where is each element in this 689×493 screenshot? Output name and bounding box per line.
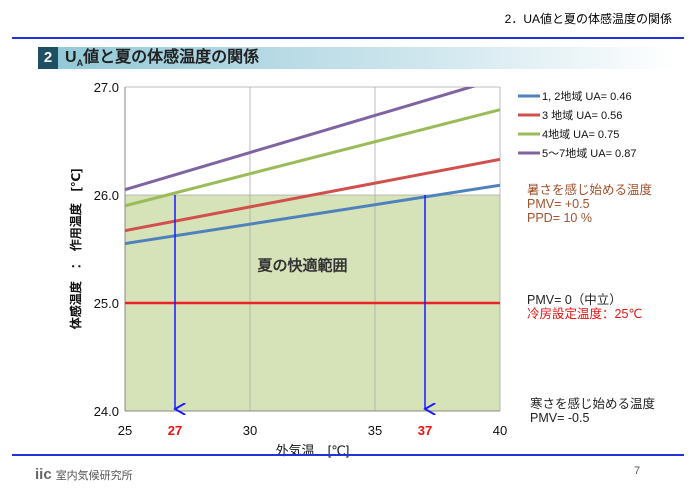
legend-label-3: 5～7地域 UA= 0.87	[542, 147, 636, 160]
page-number: 7	[634, 465, 641, 477]
bottom-divider	[12, 454, 684, 456]
series-line-2	[125, 108, 500, 208]
x-tick-label: 30	[243, 423, 257, 438]
y-tick-label: 25.0	[94, 296, 119, 311]
highlight-tick-label: 37	[418, 423, 432, 438]
legend-label-1: 3 地域 UA= 0.56	[542, 109, 622, 122]
series-line-3	[125, 87, 477, 192]
hot-pmv: PMV= +0.5	[527, 197, 590, 211]
hot-annotation: 暑さを感じ始める温度 PMV= +0.5 PPD= 10 %	[527, 183, 652, 225]
y-tick-label: 27.0	[94, 80, 119, 95]
top-divider	[12, 37, 684, 39]
x-tick-label: 40	[493, 423, 507, 438]
cooling-setpoint: 冷房設定温度：25℃	[527, 307, 643, 321]
org-name: 室内気候研究所	[55, 470, 133, 482]
series-line-1	[125, 157, 500, 233]
highlight-tick-label: 27	[168, 423, 182, 438]
page-title: UA値と夏の体感温度の関係	[65, 48, 259, 73]
cold-annotation: 寒さを感じ始める温度 PMV= -0.5	[530, 397, 655, 425]
legend-label-2: 4地域 UA= 0.75	[542, 128, 619, 141]
section-number: 2	[38, 47, 58, 69]
hot-ppd: PPD= 10 %	[527, 211, 592, 225]
x-tick-label: 35	[368, 423, 382, 438]
logo: iic	[35, 466, 52, 483]
footer-org: iic 室内気候研究所	[35, 466, 133, 483]
title-prefix: U	[65, 49, 77, 66]
legend-label-0: 1, 2地域 UA= 0.46	[542, 90, 632, 103]
hot-title: 暑さを感じ始める温度	[527, 183, 653, 197]
series-line-0	[125, 183, 500, 246]
y-tick-label: 26.0	[94, 188, 119, 203]
title-rest: 値と夏の体感温度の関係	[83, 49, 260, 66]
y-tick-label: 24.0	[94, 404, 119, 419]
x-tick-label: 25	[118, 423, 132, 438]
section-header: 2．UA値と夏の体感温度の関係	[504, 12, 672, 26]
title-sub: A	[76, 58, 84, 69]
neutral-pmv: PMV= 0（中立）	[527, 293, 622, 307]
comfort-zone-label: 夏の快適範囲	[256, 257, 347, 275]
neutral-annotation: PMV= 0（中立） 冷房設定温度：25℃	[527, 293, 642, 321]
cold-title: 寒さを感じ始める温度	[530, 397, 656, 411]
title-bar: 2 UA値と夏の体感温度の関係	[38, 47, 678, 69]
cold-pmv: PMV= -0.5	[530, 411, 590, 425]
y-axis-title: 体感温度 ： 作用温度 [℃]	[68, 169, 83, 330]
